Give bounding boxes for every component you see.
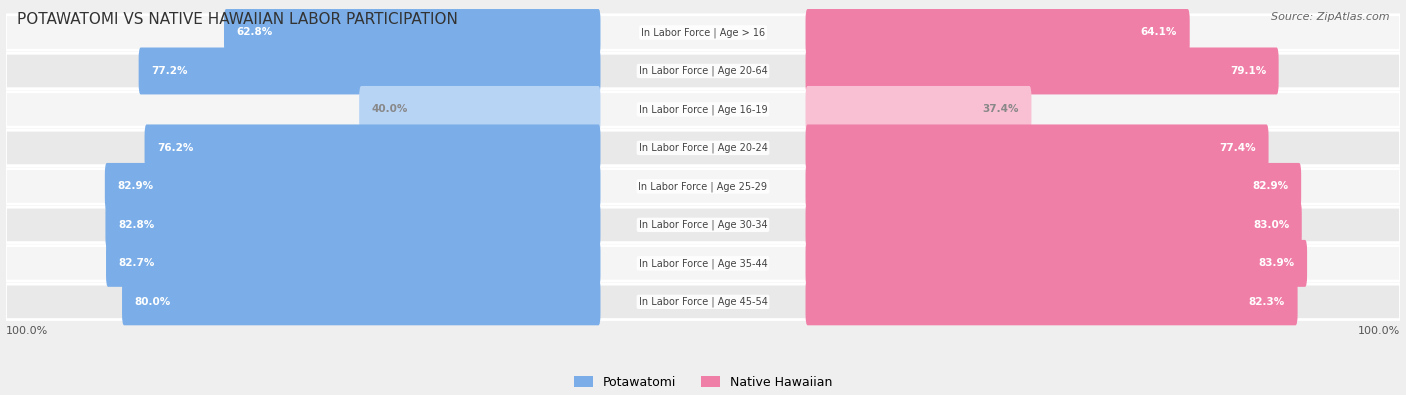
FancyBboxPatch shape	[122, 278, 600, 325]
Text: 82.3%: 82.3%	[1249, 297, 1285, 307]
Text: In Labor Force | Age 16-19: In Labor Force | Age 16-19	[638, 104, 768, 115]
FancyBboxPatch shape	[145, 124, 600, 171]
FancyBboxPatch shape	[6, 207, 1400, 243]
FancyBboxPatch shape	[6, 92, 1400, 127]
Text: 82.9%: 82.9%	[1253, 181, 1289, 192]
FancyBboxPatch shape	[6, 15, 1400, 50]
Text: In Labor Force | Age 20-64: In Labor Force | Age 20-64	[638, 66, 768, 76]
FancyBboxPatch shape	[6, 169, 1400, 204]
FancyBboxPatch shape	[806, 47, 1278, 94]
Text: In Labor Force | Age 35-44: In Labor Force | Age 35-44	[638, 258, 768, 269]
FancyBboxPatch shape	[806, 201, 1302, 248]
Text: 77.2%: 77.2%	[152, 66, 187, 76]
Text: 82.7%: 82.7%	[118, 258, 155, 268]
FancyBboxPatch shape	[6, 53, 1400, 88]
Text: 79.1%: 79.1%	[1230, 66, 1265, 76]
FancyBboxPatch shape	[806, 163, 1301, 210]
FancyBboxPatch shape	[806, 124, 1268, 171]
Text: 37.4%: 37.4%	[983, 104, 1019, 115]
FancyBboxPatch shape	[6, 284, 1400, 320]
FancyBboxPatch shape	[806, 240, 1308, 287]
Text: In Labor Force | Age 25-29: In Labor Force | Age 25-29	[638, 181, 768, 192]
Text: 40.0%: 40.0%	[371, 104, 408, 115]
Text: In Labor Force | Age 20-24: In Labor Force | Age 20-24	[638, 143, 768, 153]
Text: 83.9%: 83.9%	[1258, 258, 1295, 268]
Text: 64.1%: 64.1%	[1140, 28, 1177, 38]
FancyBboxPatch shape	[6, 246, 1400, 281]
FancyBboxPatch shape	[105, 163, 600, 210]
Text: 77.4%: 77.4%	[1219, 143, 1256, 153]
Text: 100.0%: 100.0%	[1358, 326, 1400, 336]
Text: 76.2%: 76.2%	[157, 143, 194, 153]
Text: Source: ZipAtlas.com: Source: ZipAtlas.com	[1271, 12, 1389, 22]
FancyBboxPatch shape	[806, 9, 1189, 56]
Text: 83.0%: 83.0%	[1253, 220, 1289, 230]
FancyBboxPatch shape	[806, 278, 1298, 325]
Text: In Labor Force | Age > 16: In Labor Force | Age > 16	[641, 27, 765, 38]
FancyBboxPatch shape	[224, 9, 600, 56]
FancyBboxPatch shape	[359, 86, 600, 133]
Text: In Labor Force | Age 45-54: In Labor Force | Age 45-54	[638, 297, 768, 307]
Text: 62.8%: 62.8%	[236, 28, 273, 38]
FancyBboxPatch shape	[139, 47, 600, 94]
Text: POTAWATOMI VS NATIVE HAWAIIAN LABOR PARTICIPATION: POTAWATOMI VS NATIVE HAWAIIAN LABOR PART…	[17, 12, 458, 27]
FancyBboxPatch shape	[105, 240, 600, 287]
Text: 82.8%: 82.8%	[118, 220, 155, 230]
Text: 82.9%: 82.9%	[117, 181, 153, 192]
FancyBboxPatch shape	[6, 130, 1400, 166]
FancyBboxPatch shape	[105, 201, 600, 248]
Text: 80.0%: 80.0%	[135, 297, 172, 307]
FancyBboxPatch shape	[806, 86, 1032, 133]
Legend: Potawatomi, Native Hawaiian: Potawatomi, Native Hawaiian	[569, 371, 837, 394]
Text: In Labor Force | Age 30-34: In Labor Force | Age 30-34	[638, 220, 768, 230]
Text: 100.0%: 100.0%	[6, 326, 48, 336]
